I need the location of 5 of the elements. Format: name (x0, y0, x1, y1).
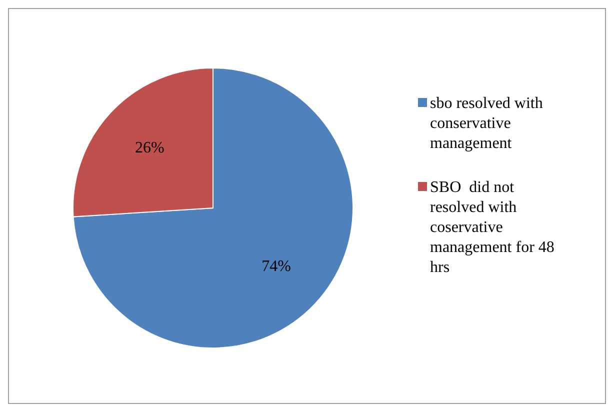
data-label: 74% (262, 258, 291, 276)
legend-label: SBO did not resolved with coservative management for 48 hrs (430, 179, 554, 276)
data-label: 26% (135, 139, 164, 156)
pie-slice (72, 68, 354, 348)
legend-label: sbo resolved with conservative management (430, 95, 543, 152)
